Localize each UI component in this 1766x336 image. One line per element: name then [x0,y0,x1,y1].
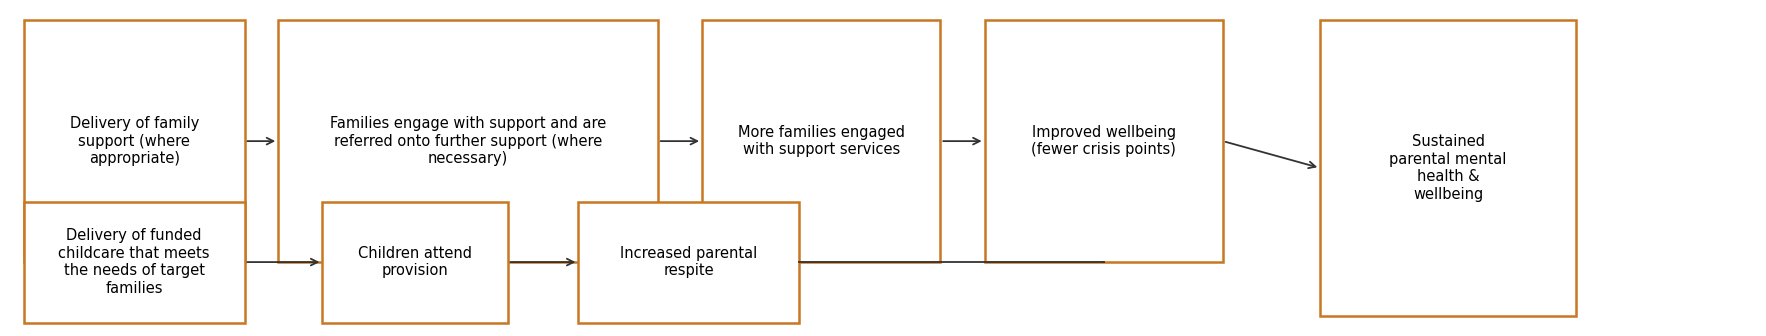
Bar [323,202,509,323]
Bar [1319,20,1575,316]
Text: Increased parental
respite: Increased parental respite [620,246,758,278]
Text: Families engage with support and are
referred onto further support (where
necess: Families engage with support and are ref… [330,116,606,166]
Text: Improved wellbeing
(fewer crisis points): Improved wellbeing (fewer crisis points) [1031,125,1176,157]
Text: Delivery of funded
childcare that meets
the needs of target
families: Delivery of funded childcare that meets … [58,228,210,296]
Bar [579,202,798,323]
Text: Sustained
parental mental
health &
wellbeing: Sustained parental mental health & wellb… [1390,134,1506,202]
Bar [985,20,1222,262]
Bar [25,20,244,262]
Text: Children attend
provision: Children attend provision [358,246,472,278]
Bar [25,202,244,323]
Text: More families engaged
with support services: More families engaged with support servi… [738,125,904,157]
Bar [279,20,659,262]
Text: Delivery of family
support (where
appropriate): Delivery of family support (where approp… [69,116,200,166]
Bar [703,20,940,262]
